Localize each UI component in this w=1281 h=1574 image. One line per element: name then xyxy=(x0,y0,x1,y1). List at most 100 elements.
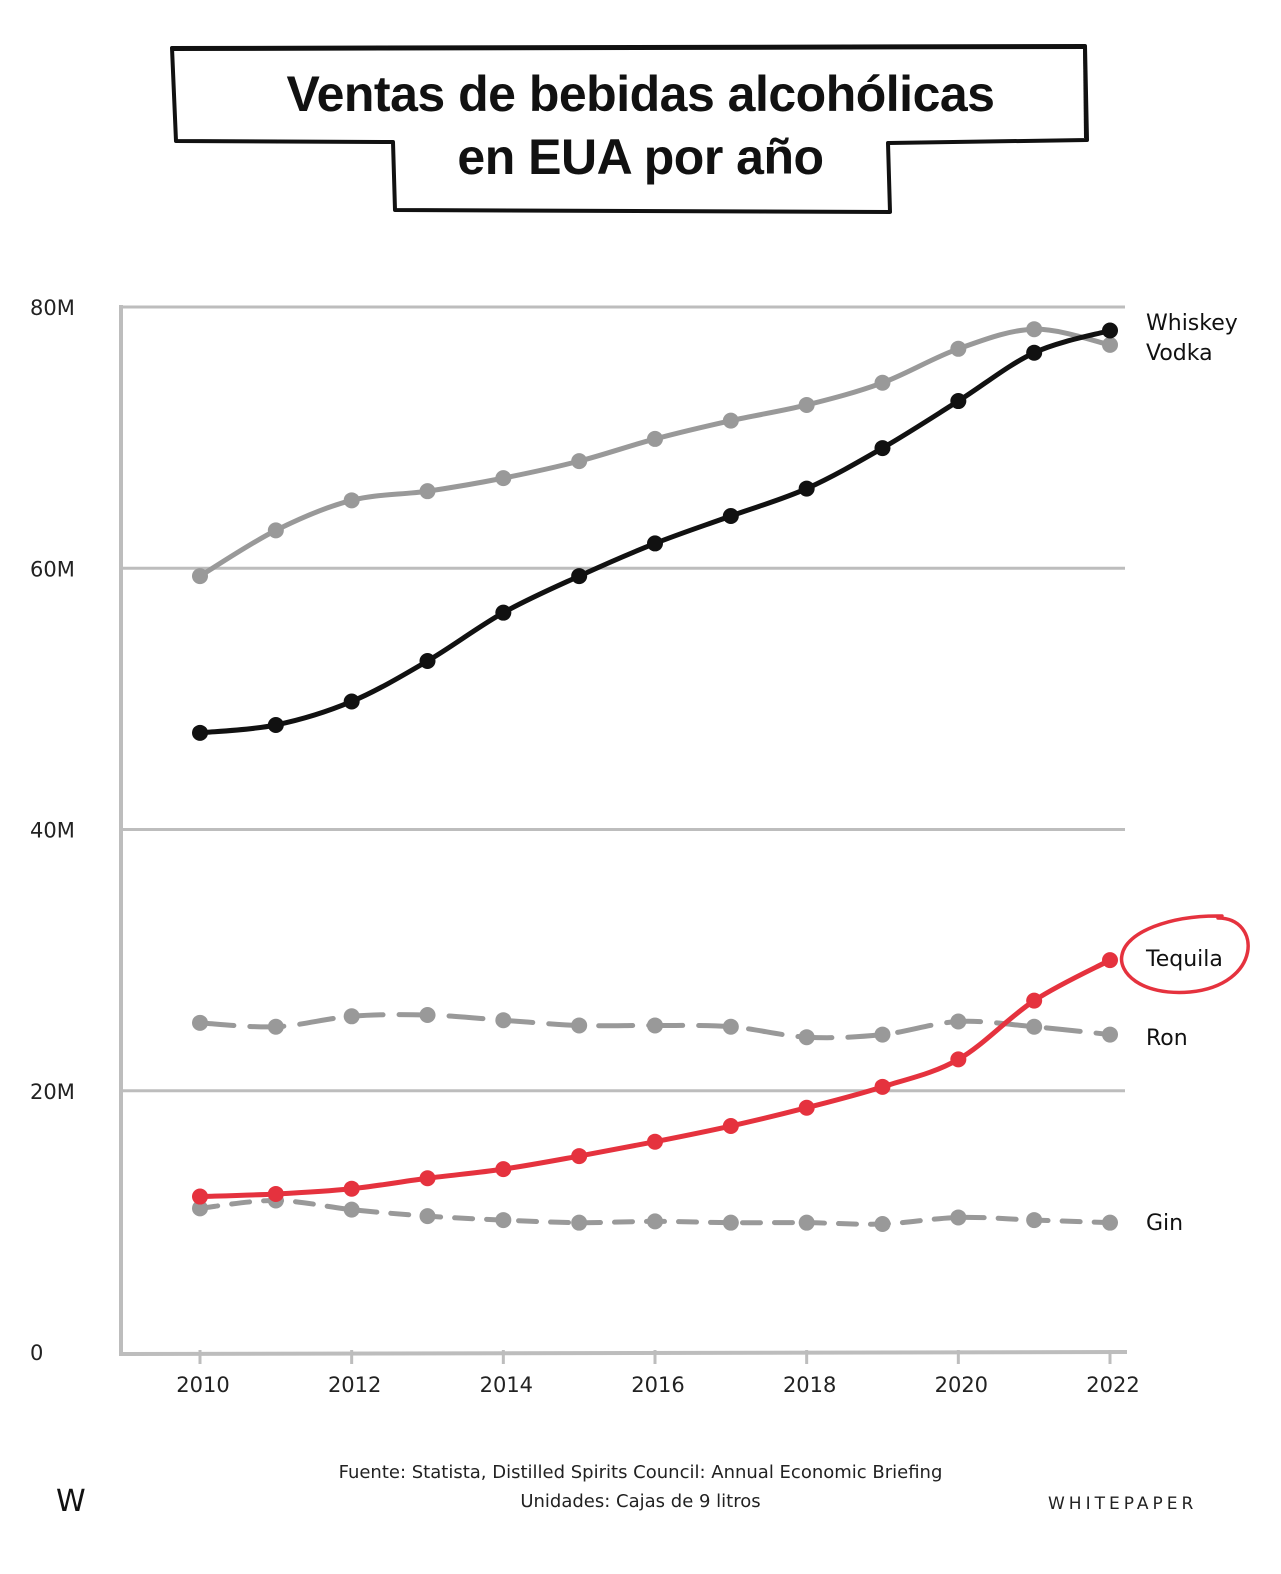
data-point-ron-2022 xyxy=(1102,1026,1118,1043)
data-point-ron-2010 xyxy=(192,1014,208,1031)
data-point-ron-2015 xyxy=(571,1017,588,1034)
data-point-whiskey-2022 xyxy=(1102,322,1118,339)
data-point-vodka-2013 xyxy=(419,483,436,500)
series-gin xyxy=(192,1192,1118,1232)
data-point-tequila-2016 xyxy=(647,1133,663,1150)
data-point-whiskey-2021 xyxy=(1026,344,1043,361)
data-point-tequila-2014 xyxy=(495,1161,512,1178)
title-frame xyxy=(170,44,1089,214)
data-point-whiskey-2014 xyxy=(495,604,512,621)
data-point-vodka-2017 xyxy=(722,412,739,429)
data-point-gin-2013 xyxy=(419,1208,436,1225)
y-tick-label: 0 xyxy=(30,1341,43,1365)
series-line-tequila xyxy=(197,957,1113,1200)
data-point-tequila-2021 xyxy=(1026,992,1043,1009)
data-point-tequila-2010 xyxy=(192,1188,208,1205)
data-point-vodka-2012 xyxy=(343,492,360,509)
series-label-vodka: Vodka xyxy=(1146,341,1213,366)
series-ron xyxy=(192,1006,1118,1046)
series-label-gin: Gin xyxy=(1146,1211,1183,1236)
data-point-gin-2021 xyxy=(1026,1212,1043,1229)
y-axis-ticks: 0 20M 40M 60M 80M xyxy=(30,296,75,1365)
x-tick-label: 2012 xyxy=(328,1373,381,1397)
data-point-gin-2019 xyxy=(874,1215,891,1232)
data-point-vodka-2016 xyxy=(647,430,663,447)
data-point-ron-2014 xyxy=(495,1012,512,1029)
series-label-whiskey: Whiskey xyxy=(1146,311,1238,336)
annotations xyxy=(1119,914,1250,995)
chart-title-line-2: en EUA por año xyxy=(457,129,824,185)
data-point-vodka-2020 xyxy=(950,340,967,357)
data-point-gin-2017 xyxy=(722,1214,739,1231)
series-labels: Whiskey Vodka Tequila Ron Gin xyxy=(1145,311,1238,1236)
x-tick-label: 2018 xyxy=(783,1373,836,1397)
series-label-ron: Ron xyxy=(1146,1026,1188,1051)
data-point-whiskey-2011 xyxy=(267,717,284,733)
data-point-tequila-2022 xyxy=(1102,952,1118,969)
data-point-gin-2012 xyxy=(343,1201,360,1218)
series-tequila xyxy=(192,952,1118,1205)
data-point-gin-2022 xyxy=(1102,1214,1118,1231)
data-point-whiskey-2018 xyxy=(798,480,815,497)
data-point-whiskey-2012 xyxy=(343,693,360,710)
data-point-tequila-2020 xyxy=(950,1051,967,1068)
data-point-ron-2018 xyxy=(798,1029,815,1046)
brand-name: WHITEPAPER xyxy=(1048,1494,1198,1514)
data-point-vodka-2021 xyxy=(1026,321,1043,338)
source-note: Fuente: Statista, Distilled Spirits Coun… xyxy=(338,1462,943,1483)
y-tick-label: 60M xyxy=(30,557,75,581)
units-note: Unidades: Cajas de 9 litros xyxy=(520,1491,761,1512)
data-point-ron-2020 xyxy=(950,1013,967,1030)
data-point-ron-2019 xyxy=(874,1026,891,1043)
data-point-whiskey-2020 xyxy=(950,393,967,410)
x-tick-label: 2010 xyxy=(176,1373,229,1397)
tequila-highlight-circle xyxy=(1119,914,1250,995)
data-point-ron-2012 xyxy=(343,1008,360,1025)
data-point-whiskey-2016 xyxy=(647,535,663,552)
data-point-gin-2016 xyxy=(647,1213,663,1230)
y-tick-label: 20M xyxy=(30,1080,75,1104)
data-point-gin-2014 xyxy=(495,1212,512,1229)
data-point-whiskey-2017 xyxy=(722,508,739,524)
data-point-whiskey-2019 xyxy=(874,440,891,457)
x-tick-label: 2014 xyxy=(480,1373,533,1397)
data-point-vodka-2014 xyxy=(495,470,512,487)
data-point-tequila-2012 xyxy=(343,1180,360,1197)
logo: W xyxy=(56,1484,86,1519)
data-point-whiskey-2015 xyxy=(571,568,588,585)
data-point-tequila-2018 xyxy=(798,1099,815,1116)
x-axis-ticks: 2010 2012 2014 2016 2018 2020 2022 xyxy=(176,1350,1140,1397)
data-point-gin-2020 xyxy=(950,1209,967,1226)
grid-lines xyxy=(120,305,1125,1093)
data-point-vodka-2022 xyxy=(1102,336,1118,353)
x-tick-label: 2016 xyxy=(631,1373,684,1397)
data-point-whiskey-2013 xyxy=(419,652,436,669)
series-label-tequila: Tequila xyxy=(1145,947,1223,972)
x-tick-label: 2022 xyxy=(1086,1373,1139,1397)
data-point-tequila-2017 xyxy=(722,1118,739,1135)
data-point-vodka-2010 xyxy=(192,568,208,585)
chart-title-line-1: Ventas de bebidas alcohólicas xyxy=(286,66,995,122)
y-tick-label: 80M xyxy=(30,296,75,320)
data-point-ron-2011 xyxy=(267,1018,284,1035)
series-layer xyxy=(192,321,1118,1232)
series-vodka xyxy=(192,321,1118,585)
data-point-vodka-2019 xyxy=(874,374,891,391)
data-point-vodka-2011 xyxy=(267,522,284,539)
data-point-ron-2021 xyxy=(1026,1018,1043,1035)
data-point-vodka-2018 xyxy=(798,396,815,413)
x-tick-label: 2020 xyxy=(935,1373,988,1397)
data-point-whiskey-2010 xyxy=(192,724,208,741)
data-point-ron-2016 xyxy=(647,1017,663,1034)
data-point-tequila-2011 xyxy=(267,1185,284,1202)
data-point-gin-2015 xyxy=(571,1214,588,1231)
data-point-ron-2013 xyxy=(419,1006,436,1023)
data-point-tequila-2019 xyxy=(874,1078,891,1095)
data-point-gin-2018 xyxy=(798,1214,815,1231)
y-tick-label: 40M xyxy=(30,819,75,843)
data-point-tequila-2013 xyxy=(419,1170,436,1187)
x-axis-line xyxy=(118,1350,1128,1356)
data-point-tequila-2015 xyxy=(571,1148,588,1165)
data-point-ron-2017 xyxy=(722,1018,739,1035)
